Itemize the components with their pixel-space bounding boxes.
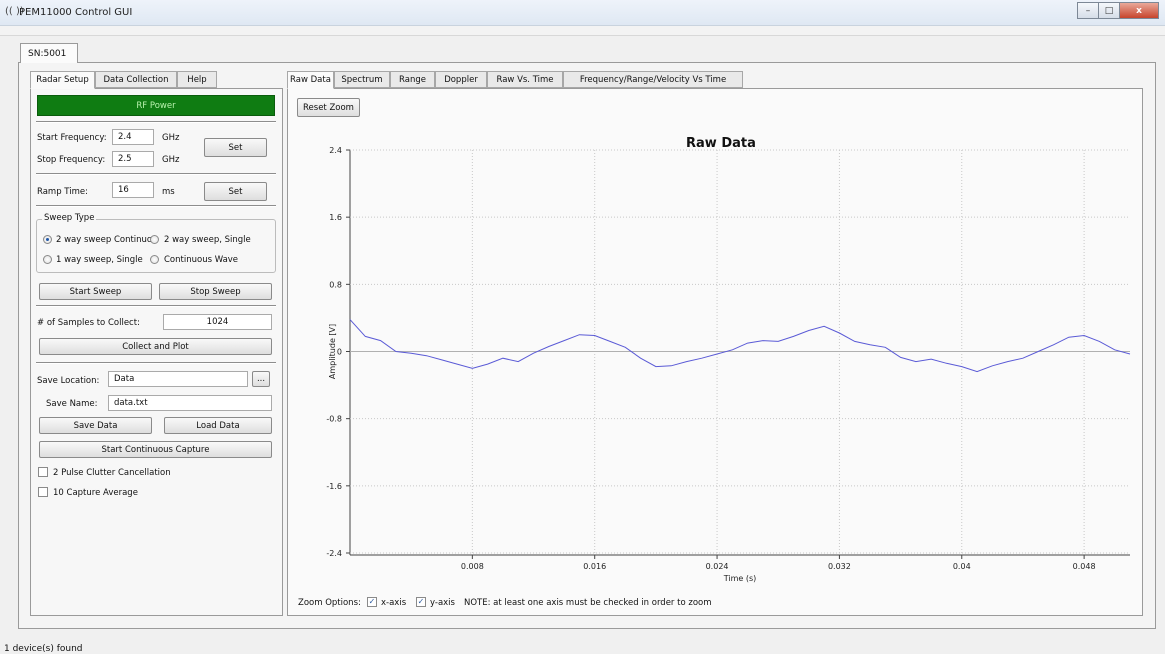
samples-label: # of Samples to Collect:: [37, 318, 140, 328]
tab-frequency-range-velocity[interactable]: Frequency/Range/Velocity Vs Time: [563, 71, 743, 88]
y-tick-label: -2.4: [326, 549, 342, 558]
tab-device[interactable]: SN:5001: [20, 43, 78, 63]
pulse-clutter-checkbox[interactable]: [38, 467, 48, 477]
y-tick-label: -1.6: [326, 482, 342, 491]
tab-range[interactable]: Range: [390, 71, 435, 88]
stop-frequency-label: Stop Frequency:: [37, 155, 106, 165]
separator: [36, 205, 276, 207]
capture-average-checkbox[interactable]: [38, 487, 48, 497]
capture-average-label: 10 Capture Average: [53, 488, 138, 498]
zoom-y-label: y-axis: [430, 598, 455, 608]
pulse-clutter-label: 2 Pulse Clutter Cancellation: [53, 468, 171, 478]
zoom-x-checkbox[interactable]: ✓: [367, 597, 377, 607]
menu-strip: [0, 26, 1165, 36]
window-controls: – □ x: [1077, 2, 1159, 20]
tab-radar-setup[interactable]: Radar Setup: [30, 71, 95, 89]
chart-title: Raw Data: [686, 136, 756, 151]
radio-continuous-wave-label: Continuous Wave: [164, 255, 239, 265]
x-tick-label: 0.024: [706, 562, 729, 571]
radio-1way-single[interactable]: [43, 255, 52, 264]
y-tick-label: 0: [337, 348, 342, 357]
zoom-options-label: Zoom Options:: [298, 598, 361, 608]
separator: [36, 173, 276, 175]
tab-data-collection[interactable]: Data Collection: [95, 71, 177, 88]
x-tick-label: 0.048: [1073, 562, 1096, 571]
sweep-type-group: [36, 219, 276, 273]
x-axis-label: Time (s): [723, 574, 757, 583]
title-bar: (( )) PEM11000 Control GUI – □ x: [0, 0, 1165, 26]
save-name-label: Save Name:: [46, 399, 98, 409]
save-data-button[interactable]: Save Data: [39, 417, 152, 434]
x-tick-label: 0.04: [953, 562, 971, 571]
tab-help[interactable]: Help: [177, 71, 217, 88]
separator: [36, 305, 276, 307]
stop-frequency-unit: GHz: [162, 155, 180, 165]
x-tick-label: 0.032: [828, 562, 851, 571]
status-bar: 1 device(s) found: [4, 644, 83, 654]
x-tick-label: 0.016: [583, 562, 606, 571]
zoom-y-checkbox[interactable]: ✓: [416, 597, 426, 607]
start-continuous-capture-button[interactable]: Start Continuous Capture: [39, 441, 272, 458]
browse-button[interactable]: ...: [252, 371, 270, 387]
save-name-input[interactable]: data.txt: [108, 395, 272, 411]
radio-2way-continuous[interactable]: [43, 235, 52, 244]
window-title: PEM11000 Control GUI: [19, 7, 133, 18]
radio-1way-single-label: 1 way sweep, Single: [56, 255, 143, 265]
rf-power-button[interactable]: RF Power: [37, 95, 275, 116]
sweep-type-title: Sweep Type: [42, 213, 97, 223]
radio-2way-continuous-label: 2 way sweep Continuo: [56, 235, 153, 245]
ramp-time-label: Ramp Time:: [37, 187, 88, 197]
y-axis-label: Amplitude [V]: [328, 324, 337, 379]
y-tick-label: -0.8: [326, 415, 342, 424]
stop-frequency-input[interactable]: 2.5: [112, 151, 154, 167]
ramp-time-input[interactable]: 16: [112, 182, 154, 198]
reset-zoom-button[interactable]: Reset Zoom: [297, 98, 360, 117]
radio-2way-single-label: 2 way sweep, Single: [164, 235, 251, 245]
separator: [36, 362, 276, 364]
start-sweep-button[interactable]: Start Sweep: [39, 283, 152, 300]
x-tick-label: 0.008: [461, 562, 484, 571]
samples-input[interactable]: 1024: [163, 314, 272, 330]
set-ramp-button[interactable]: Set: [204, 182, 267, 201]
save-location-label: Save Location:: [37, 376, 100, 386]
maximize-button[interactable]: □: [1098, 2, 1120, 19]
save-location-input[interactable]: Data: [108, 371, 248, 387]
y-tick-label: 1.6: [329, 213, 342, 222]
set-frequency-button[interactable]: Set: [204, 138, 267, 157]
minimize-button[interactable]: –: [1077, 2, 1099, 19]
raw-data-chart[interactable]: 2.4 1.6 0.8 0 -0.8 -1.6 -2.4 0.008 0.016 0.024 0.0…: [287, 146, 1143, 616]
start-frequency-input[interactable]: 2.4: [112, 129, 154, 145]
tab-doppler[interactable]: Doppler: [435, 71, 487, 88]
tab-spectrum[interactable]: Spectrum: [334, 71, 390, 88]
zoom-note: NOTE: at least one axis must be checked …: [464, 598, 712, 608]
separator: [36, 121, 276, 123]
load-data-button[interactable]: Load Data: [164, 417, 272, 434]
start-frequency-label: Start Frequency:: [37, 133, 107, 143]
close-button[interactable]: x: [1119, 2, 1159, 19]
radio-2way-single[interactable]: [150, 235, 159, 244]
series-line: [349, 319, 1131, 373]
app-icon: (( )): [5, 6, 24, 17]
tab-raw-data[interactable]: Raw Data: [287, 71, 334, 89]
ramp-time-unit: ms: [162, 187, 175, 197]
y-tick-label: 2.4: [329, 146, 342, 155]
radio-continuous-wave[interactable]: [150, 255, 159, 264]
start-frequency-unit: GHz: [162, 133, 180, 143]
y-tick-label: 0.8: [329, 280, 342, 289]
tab-raw-vs-time[interactable]: Raw Vs. Time: [487, 71, 563, 88]
stop-sweep-button[interactable]: Stop Sweep: [159, 283, 272, 300]
collect-and-plot-button[interactable]: Collect and Plot: [39, 338, 272, 355]
zoom-x-label: x-axis: [381, 598, 407, 608]
